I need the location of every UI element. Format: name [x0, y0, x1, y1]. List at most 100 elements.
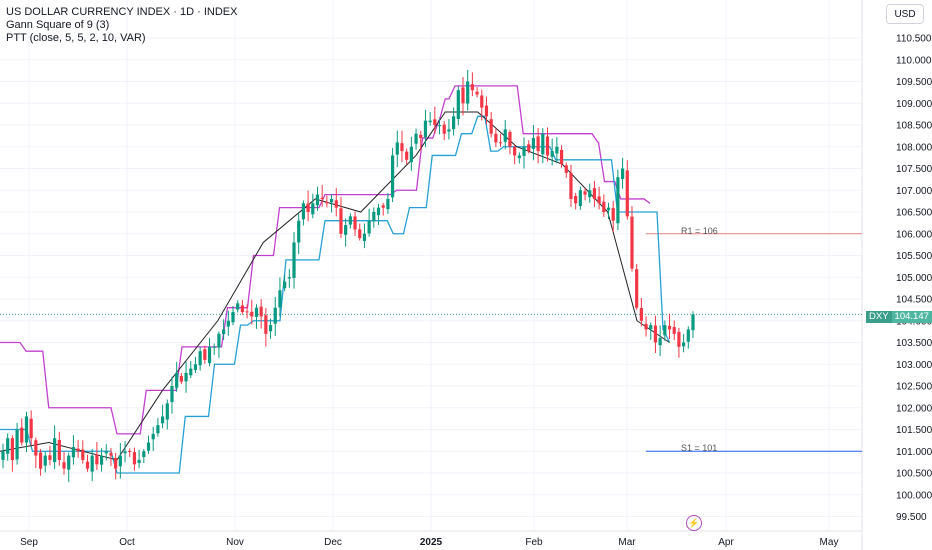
candle-body	[231, 312, 235, 323]
candle-body	[53, 438, 57, 463]
candle-body	[132, 452, 137, 465]
y-tick-label: 101.000	[896, 447, 932, 458]
candle-body	[574, 196, 578, 204]
candle-body	[311, 203, 315, 215]
candle-body	[630, 216, 634, 269]
y-tick-label: 100.000	[896, 490, 932, 501]
candle-body	[212, 346, 216, 348]
candle-body	[513, 147, 517, 156]
candle-body	[203, 349, 207, 360]
y-tick-label: 100.500	[896, 469, 932, 480]
candle-body	[278, 290, 282, 308]
y-tick-label: 101.500	[896, 425, 932, 436]
candle-body	[489, 119, 493, 134]
r1-label: R1 = 106	[681, 226, 718, 236]
candle-body	[625, 170, 629, 217]
price-axis[interactable]: 110.500 110.000 109.500 109.000 108.500 108.0…	[896, 34, 932, 524]
candle-body	[559, 149, 564, 165]
lightning-icon[interactable]: ⚡	[686, 515, 702, 531]
candle-body	[409, 146, 413, 163]
candle-body	[508, 132, 512, 147]
candle-body	[325, 201, 329, 204]
candle-body	[104, 451, 108, 454]
indicator-ptt-label[interactable]: PTT (close, 5, 5, 2, 10, VAR)	[6, 32, 146, 44]
y-tick-label: 106.000	[896, 229, 932, 240]
candle-body	[160, 416, 165, 424]
candle-body	[639, 308, 643, 321]
candle-body	[531, 138, 536, 149]
candle-body	[362, 233, 367, 241]
y-tick-label: 99.500	[896, 512, 927, 523]
candle-body	[620, 168, 625, 179]
y-tick-label: 105.500	[896, 251, 932, 262]
candle-body	[461, 87, 465, 104]
candle-body	[611, 208, 615, 221]
candle-body	[175, 372, 179, 388]
candle-body	[653, 325, 658, 343]
candle-body	[222, 329, 226, 335]
candle-body	[682, 342, 686, 347]
candle-body	[428, 120, 432, 123]
candle-body	[48, 455, 52, 460]
candle-body	[81, 449, 85, 460]
x-tick-label: 2025	[420, 537, 443, 548]
x-tick-label: Dec	[324, 537, 342, 548]
candle-body	[114, 458, 118, 469]
candle-body	[386, 198, 390, 210]
candle-body	[541, 133, 545, 155]
candle-body	[348, 216, 352, 225]
y-tick-label: 106.500	[896, 208, 932, 219]
candle-body	[179, 375, 183, 382]
x-tick-label: May	[820, 537, 839, 548]
candle-body	[283, 281, 287, 289]
y-tick-label: 110.000	[896, 55, 932, 66]
x-tick-label: Mar	[618, 537, 636, 548]
candle-body	[123, 451, 127, 454]
candle-body	[240, 305, 244, 313]
candle-body	[536, 136, 540, 152]
candle-body	[555, 146, 559, 154]
symbol-title[interactable]: US DOLLAR CURRENCY INDEX · 1D · INDEX	[6, 6, 238, 18]
candle-body	[414, 133, 418, 144]
candle-body	[522, 146, 526, 156]
time-axis[interactable]: Sep Oct Nov Dec 2025 Feb Mar Apr May	[20, 537, 838, 548]
y-tick-label: 107.000	[896, 186, 932, 197]
last-price-tag: DXY 104.147	[866, 311, 932, 323]
candle-body	[76, 448, 80, 452]
candle-body	[198, 351, 202, 366]
candle-body	[550, 151, 554, 157]
candle-body	[20, 427, 24, 443]
y-tick-label: 110.500	[896, 34, 932, 45]
indicator-gann-label[interactable]: Gann Square of 9 (3)	[6, 19, 110, 31]
indicator-series-line	[0, 115, 671, 474]
candle-body	[292, 242, 296, 278]
candle-body	[606, 207, 611, 211]
candle-body	[146, 442, 151, 451]
candle-body	[376, 207, 381, 216]
candle-body	[527, 144, 531, 152]
candle-body	[24, 416, 29, 443]
candle-body	[442, 124, 446, 134]
candle-body	[433, 119, 437, 125]
candle-body	[372, 212, 376, 222]
candle-body	[301, 203, 306, 220]
currency-button[interactable]: USD	[886, 4, 924, 24]
candle-body	[475, 91, 479, 95]
candle-body	[254, 307, 259, 317]
candle-body	[447, 129, 451, 132]
candle-body	[578, 190, 582, 207]
y-tick-label: 103.000	[896, 360, 932, 371]
candle-body	[250, 311, 254, 317]
candle-body	[142, 451, 146, 457]
candle-body	[667, 325, 672, 330]
candle-body	[358, 229, 362, 239]
candle-body	[367, 220, 371, 234]
candle-body	[57, 439, 61, 460]
candle-body	[71, 446, 76, 458]
candle-body	[400, 143, 404, 152]
y-tick-label: 102.000	[896, 403, 932, 414]
candle-body	[583, 191, 587, 195]
candle-body	[245, 311, 249, 313]
candle-body	[353, 216, 357, 230]
